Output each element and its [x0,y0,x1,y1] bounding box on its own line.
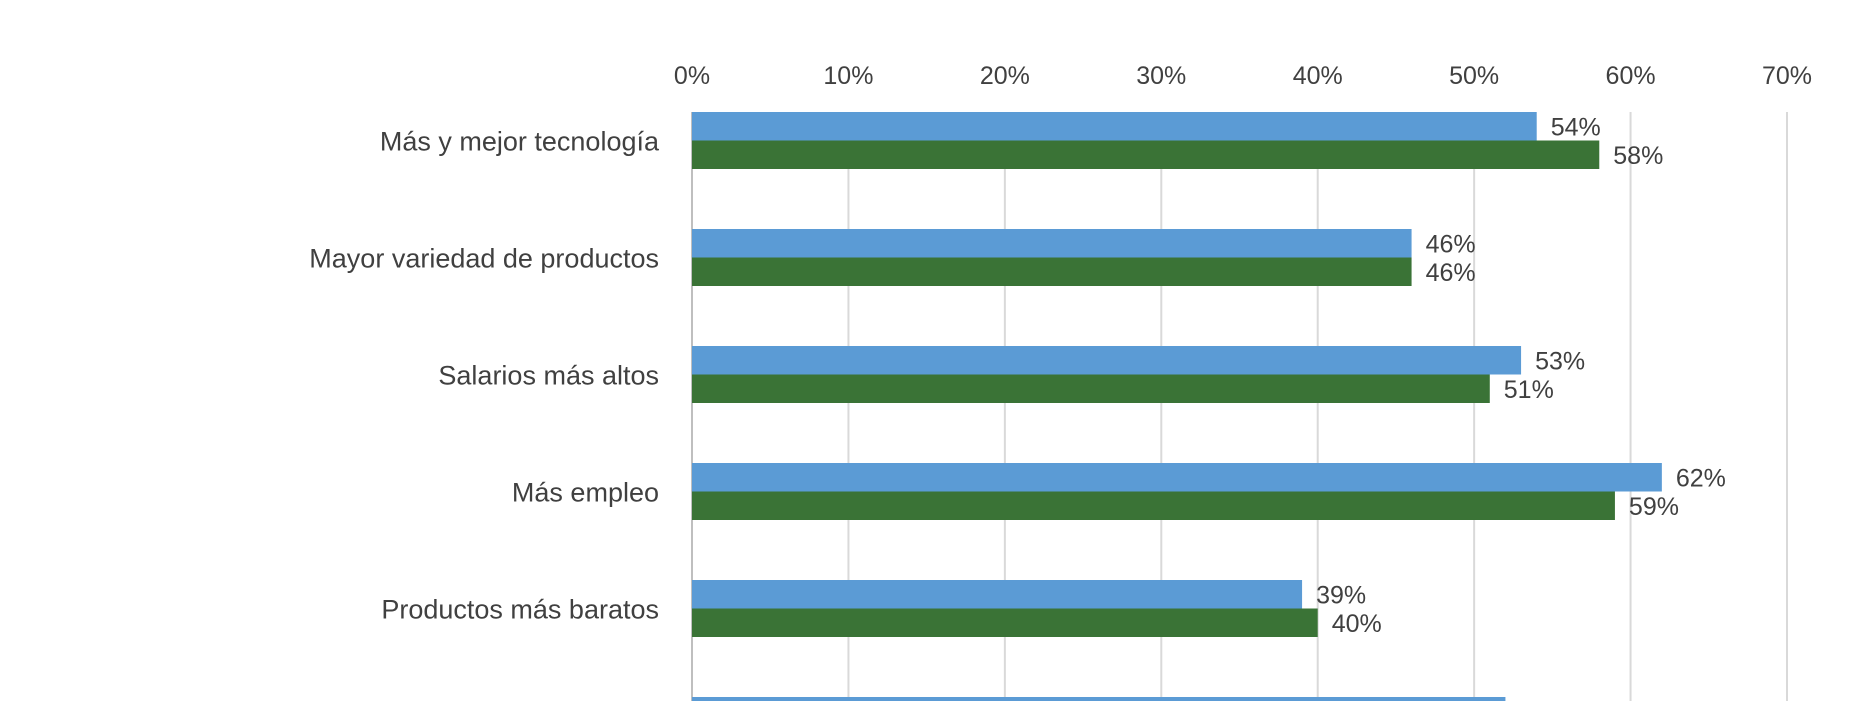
x-tick-label: 50% [1449,62,1499,90]
data-label: 46% [1426,230,1476,258]
bar-series-2 [692,608,1318,637]
bar-series-2 [692,140,1600,169]
data-label: 51% [1504,376,1554,404]
data-label: 54% [1551,113,1601,141]
data-label: 53% [1535,347,1585,375]
data-label: 58% [1613,142,1663,170]
x-tick-label: 60% [1606,62,1656,90]
bar-series-1 [692,697,1506,706]
bar-series-1 [692,229,1412,258]
bar-series-1 [692,580,1303,609]
data-label: 59% [1629,493,1679,521]
bar-series-1 [692,112,1537,141]
bar-series-1 [692,463,1662,492]
data-label: 40% [1332,610,1382,638]
category-label: Más y mejor tecnología [380,127,660,157]
bar-series-1 [692,346,1522,375]
bar-series-2 [692,374,1490,403]
x-tick-label: 10% [823,62,873,90]
x-tick-label: 20% [980,62,1030,90]
data-label: 62% [1676,464,1726,492]
bar-series-2 [692,491,1615,520]
x-tick-label: 70% [1762,62,1812,90]
category-label: Más empleo [512,478,659,508]
x-tick-label: 30% [1136,62,1186,90]
x-tick-label: 40% [1293,62,1343,90]
x-tick-label: 0% [674,62,710,90]
data-label: 39% [1316,581,1366,609]
data-label: 46% [1426,259,1476,287]
bar-series-2 [692,257,1412,286]
category-label: Mayor variedad de productos [309,244,659,274]
category-label: Salarios más altos [438,361,659,391]
category-label: Productos más baratos [381,595,659,625]
